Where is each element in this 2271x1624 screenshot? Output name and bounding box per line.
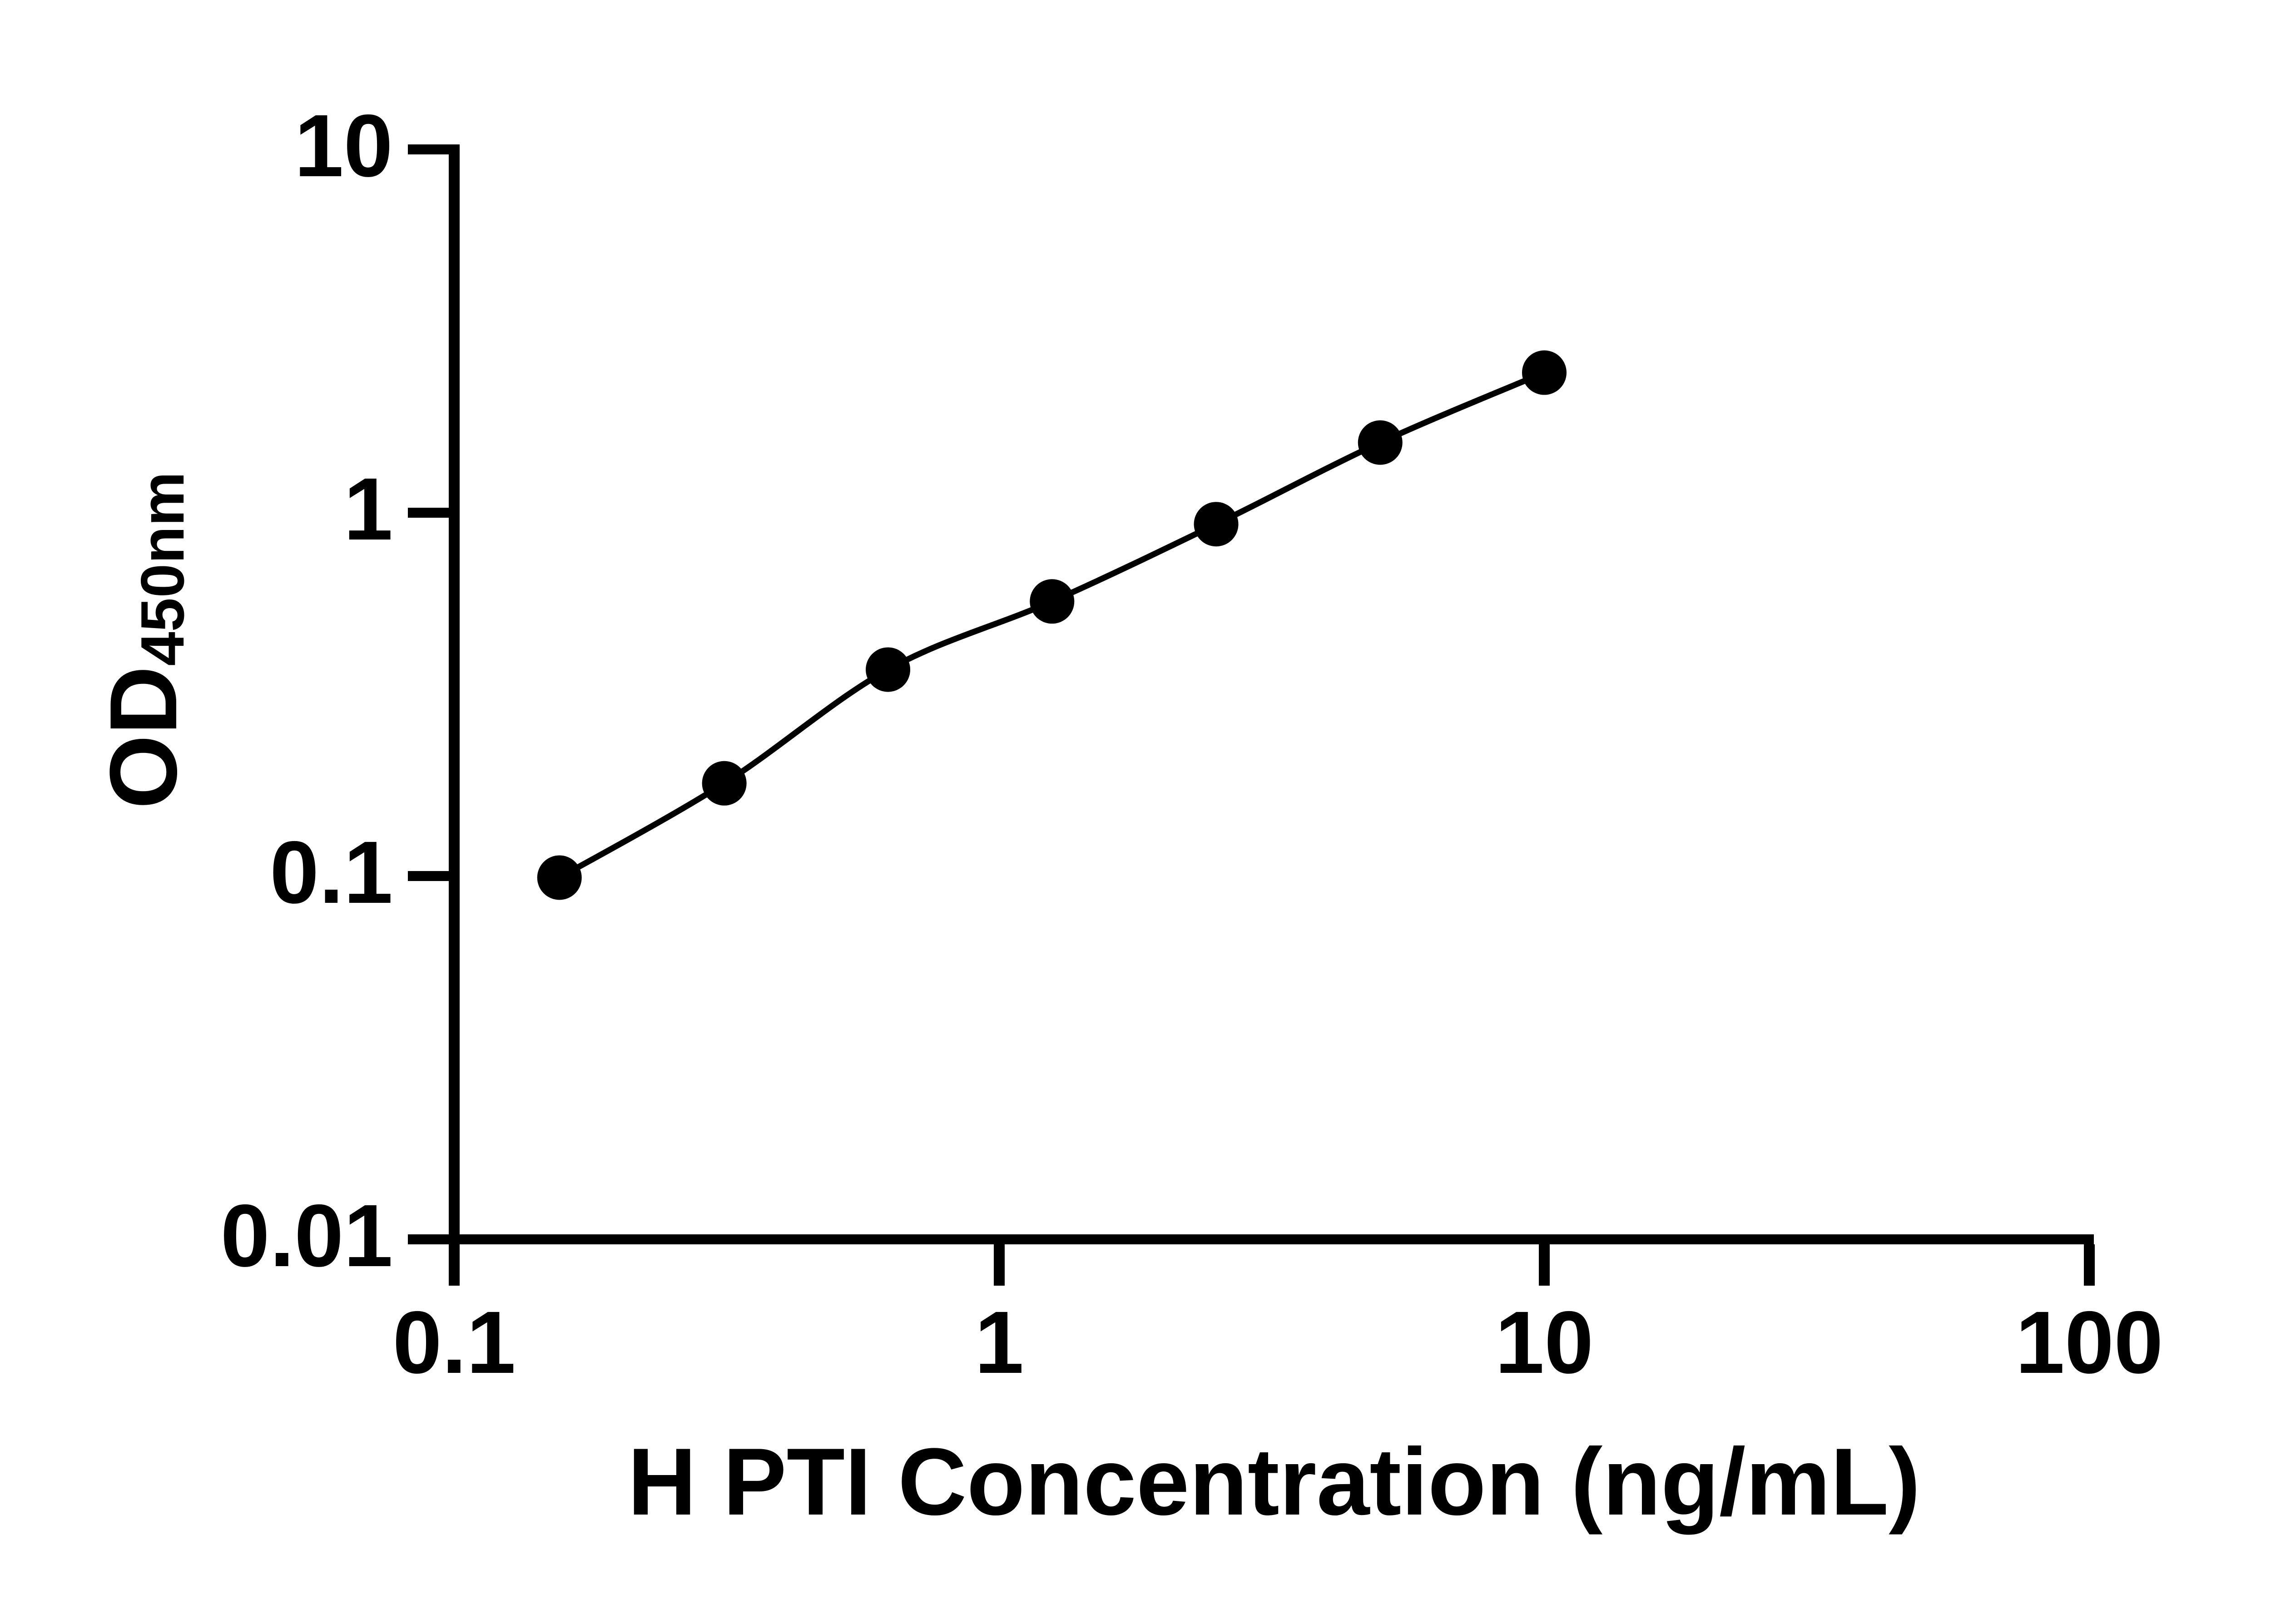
x-tick-label-0.1: 0.1 [392, 1293, 516, 1392]
x-axis-line [449, 1234, 2094, 1244]
data-point-7 [1522, 350, 1567, 395]
data-point-4 [1030, 579, 1075, 624]
data-point-6 [1358, 420, 1403, 465]
x-tick-10 [1539, 1244, 1550, 1286]
y-tick-1 [408, 508, 449, 518]
data-point-5 [1194, 502, 1239, 547]
y-tick-label-1: 1 [343, 460, 393, 559]
x-tick-label-100: 100 [2015, 1293, 2163, 1392]
y-tick-label-0.1: 0.1 [269, 823, 393, 922]
y-tick-label-10: 10 [294, 96, 393, 195]
x-axis-title: H PTI Concentration (ng/mL) [627, 1428, 1921, 1535]
y-tick-0.01 [408, 1234, 449, 1244]
data-point-3 [866, 647, 911, 692]
y-axis-title-subscript: 450nm [128, 471, 197, 666]
data-point-2 [702, 761, 747, 806]
x-tick-100 [2084, 1244, 2095, 1286]
x-tick-label-1: 1 [974, 1293, 1024, 1392]
x-tick-label-10: 10 [1495, 1293, 1594, 1392]
x-tick-0.1 [449, 1244, 460, 1286]
y-axis-title-main: OD [89, 666, 197, 809]
y-tick-0.1 [408, 871, 449, 881]
y-tick-label-0.01: 0.01 [220, 1186, 393, 1285]
y-axis-line [449, 144, 460, 1244]
y-tick-10 [408, 144, 449, 154]
x-tick-1 [994, 1244, 1005, 1286]
data-point-1 [537, 855, 582, 900]
y-axis-title: OD450nm [76, 345, 213, 936]
